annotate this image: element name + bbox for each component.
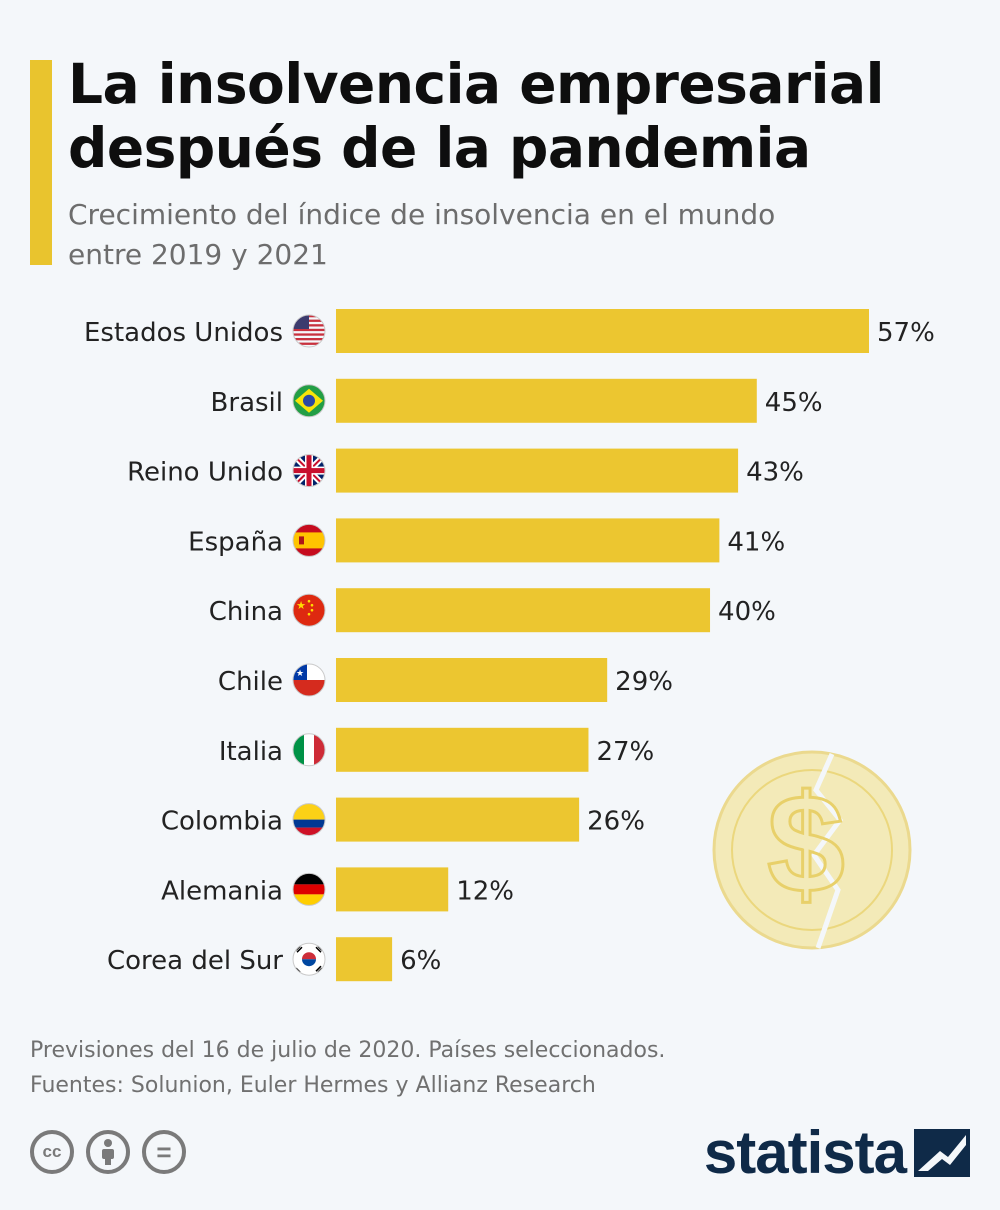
brand-name: statista (703, 1119, 907, 1186)
italy-flag-icon (292, 733, 326, 767)
category-label: España (188, 527, 283, 557)
category-label: Reino Unido (127, 458, 283, 488)
subtitle-line-2: entre 2019 y 2021 (68, 238, 328, 271)
bar[interactable] (336, 867, 449, 912)
title-line-2: después de la pandemia (68, 116, 811, 180)
cracked-coin-illustration: $ (712, 750, 912, 950)
bar-chart: $ Estados Unidos 57% Brasil 45% Reino Unido 4… (84, 309, 935, 982)
category-label: Brasil (211, 388, 283, 418)
value-label: 41% (727, 527, 785, 557)
chile-flag-icon: ★ (292, 663, 326, 697)
category-label: Italia (219, 737, 283, 767)
coin-crack (810, 752, 844, 949)
category-label: Chile (218, 667, 283, 697)
us-flag-icon (292, 314, 326, 348)
bar[interactable] (336, 378, 757, 423)
title-accent-bar (30, 60, 52, 265)
value-label: 27% (596, 737, 654, 767)
person-icon (102, 1139, 114, 1165)
footer-note: Previsiones del 16 de julio de 2020. Paí… (30, 1038, 666, 1063)
coin-rim (731, 769, 893, 931)
value-label: 26% (587, 807, 645, 837)
bar[interactable] (336, 518, 720, 563)
category-label: Alemania (161, 876, 283, 906)
bar[interactable] (336, 309, 869, 353)
category-label: Corea del Sur (107, 946, 283, 976)
value-label: 29% (615, 667, 673, 697)
category-label: Colombia (161, 807, 283, 837)
value-label: 45% (765, 388, 823, 418)
uk-flag-icon (292, 454, 326, 488)
bar[interactable] (336, 588, 711, 633)
attribution-icon[interactable] (86, 1130, 130, 1174)
creative-commons-icon[interactable]: cc (30, 1130, 74, 1174)
bar[interactable] (336, 448, 739, 493)
value-label: 57% (877, 318, 935, 348)
footer-sources: Fuentes: Solunion, Euler Hermes y Allian… (30, 1073, 596, 1098)
title-line-1: La insolvencia empresarial (68, 52, 884, 116)
no-derivatives-icon[interactable]: = (142, 1130, 186, 1174)
coin-body (712, 750, 912, 950)
spain-flag-icon (292, 523, 326, 557)
statista-logo[interactable]: statista (704, 1118, 970, 1188)
license-icons: cc = (30, 1130, 186, 1174)
value-label: 6% (400, 946, 441, 976)
chart-title: La insolvencia empresarial después de la… (68, 52, 968, 180)
svg-text:★: ★ (296, 599, 306, 612)
south-korea-flag-icon (292, 942, 326, 976)
colombia-flag-icon (292, 803, 326, 837)
brazil-flag-icon (292, 384, 326, 418)
bar[interactable] (336, 658, 608, 702)
value-label: 43% (746, 458, 804, 488)
category-label: China (209, 597, 283, 627)
dollar-sign-icon: $ (767, 765, 845, 922)
value-label: 40% (718, 597, 776, 627)
chart-subtitle: Crecimiento del índice de insolvencia en… (68, 195, 928, 275)
germany-flag-icon (292, 872, 326, 906)
bar[interactable] (336, 727, 589, 772)
china-flag-icon: ★ (292, 593, 326, 627)
value-label: 12% (456, 876, 514, 906)
subtitle-line-1: Crecimiento del índice de insolvencia en… (68, 198, 776, 231)
statista-mark-icon (914, 1129, 970, 1177)
chart-footer: Previsiones del 16 de julio de 2020. Paí… (30, 1033, 665, 1103)
bar[interactable] (336, 937, 393, 982)
svg-text:★: ★ (296, 669, 304, 679)
bar[interactable] (336, 797, 580, 842)
category-label: Estados Unidos (84, 318, 283, 348)
